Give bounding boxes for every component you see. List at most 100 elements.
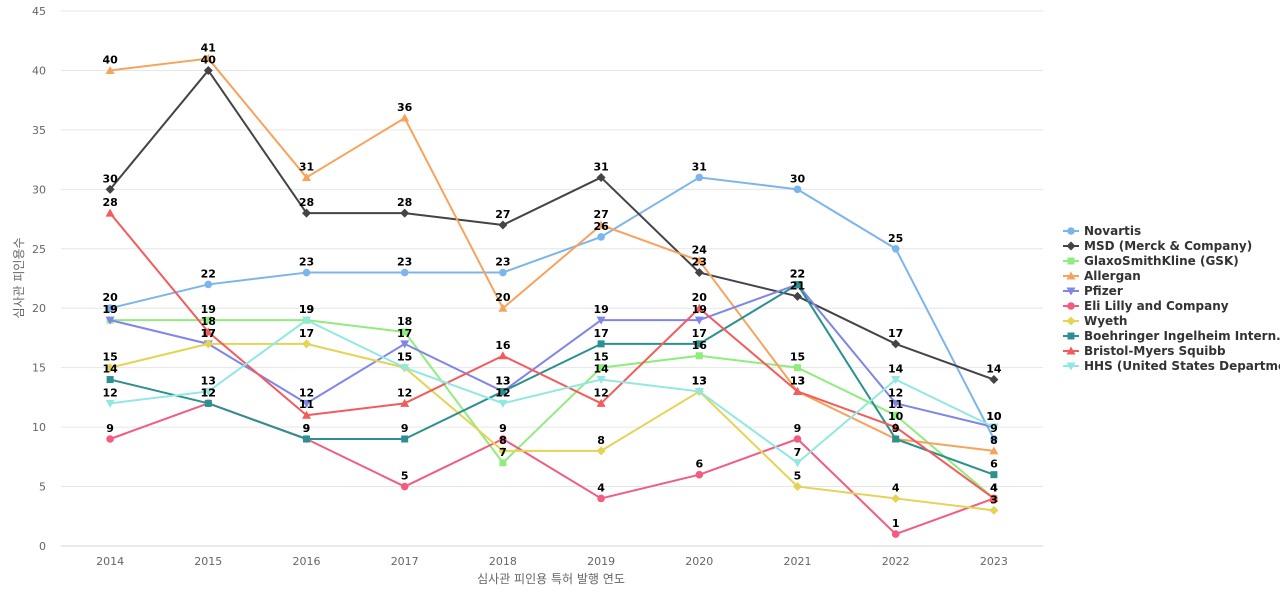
legend-item[interactable]: GlaxoSmithKline (GSK) bbox=[1063, 254, 1239, 268]
legend-item[interactable]: Wyeth bbox=[1063, 314, 1127, 328]
data-label: 36 bbox=[397, 101, 413, 114]
gridlines bbox=[61, 10, 1043, 547]
data-label: 12 bbox=[299, 386, 314, 399]
data-label: 15 bbox=[397, 351, 412, 364]
data-label: 9 bbox=[892, 422, 900, 435]
data-label: 40 bbox=[102, 53, 118, 66]
series-line bbox=[109, 342, 995, 512]
data-label: 21 bbox=[790, 279, 805, 292]
legend-item[interactable]: Boehringer Ingelheim Intern... bbox=[1063, 329, 1280, 343]
legend-label: Novartis bbox=[1084, 224, 1141, 238]
legend-label: Pfizer bbox=[1084, 284, 1123, 298]
data-point bbox=[204, 280, 213, 289]
x-tick-label: 2021 bbox=[784, 555, 812, 568]
data-label: 14 bbox=[888, 363, 904, 376]
legend-label: Boehringer Ingelheim Intern... bbox=[1084, 329, 1280, 343]
data-point bbox=[596, 220, 606, 229]
data-point bbox=[989, 505, 999, 515]
data-label: 8 bbox=[990, 434, 998, 447]
series-line bbox=[109, 212, 995, 500]
data-point bbox=[302, 316, 311, 325]
x-tick-label: 2018 bbox=[489, 555, 517, 568]
data-point bbox=[891, 399, 901, 408]
data-point bbox=[694, 256, 704, 265]
data-point bbox=[891, 530, 900, 538]
data-point bbox=[203, 65, 213, 75]
data-label: 10 bbox=[986, 410, 1002, 423]
data-point bbox=[498, 220, 508, 230]
y-tick-label: 35 bbox=[32, 124, 46, 137]
data-label: 17 bbox=[201, 327, 216, 340]
data-label: 6 bbox=[695, 458, 703, 471]
legend-label: Eli Lilly and Company bbox=[1084, 299, 1229, 313]
data-label: 27 bbox=[495, 208, 510, 221]
y-tick-label: 10 bbox=[32, 421, 46, 434]
data-label: 12 bbox=[593, 386, 608, 399]
data-point bbox=[891, 422, 901, 431]
data-label: 9 bbox=[401, 422, 409, 435]
data-label: 25 bbox=[888, 232, 903, 245]
legend-item[interactable]: Eli Lilly and Company bbox=[1063, 299, 1229, 313]
legend-item[interactable]: MSD (Merck & Company) bbox=[1063, 239, 1252, 253]
data-label: 4 bbox=[597, 481, 605, 494]
series-line bbox=[109, 57, 995, 452]
data-label: 11 bbox=[299, 398, 314, 411]
legend-item[interactable]: Pfizer bbox=[1063, 284, 1123, 298]
data-point bbox=[891, 493, 901, 503]
data-point bbox=[990, 471, 998, 479]
data-point bbox=[302, 399, 311, 408]
legend-label: HHS (United States Departme... bbox=[1084, 359, 1280, 373]
data-point bbox=[597, 340, 605, 348]
legend-item[interactable]: Allergan bbox=[1063, 269, 1141, 283]
data-point bbox=[793, 435, 802, 443]
data-point bbox=[989, 375, 999, 385]
data-point bbox=[302, 339, 311, 349]
data-label: 22 bbox=[201, 267, 216, 280]
data-label: 8 bbox=[499, 434, 507, 447]
data-point bbox=[793, 459, 802, 468]
data-label: 1 bbox=[892, 517, 900, 530]
data-label: 19 bbox=[102, 303, 117, 316]
legend-label: Bristol-Myers Squibb bbox=[1084, 344, 1226, 358]
data-label: 5 bbox=[401, 470, 409, 483]
y-tick-label: 45 bbox=[32, 5, 46, 18]
data-label: 17 bbox=[299, 327, 314, 340]
data-label: 23 bbox=[692, 256, 707, 269]
x-tick-label: 2014 bbox=[96, 555, 124, 568]
data-label: 16 bbox=[495, 339, 511, 352]
data-label: 19 bbox=[692, 303, 707, 316]
data-label: 30 bbox=[790, 172, 806, 185]
data-label: 7 bbox=[499, 446, 507, 459]
data-label: 18 bbox=[397, 315, 412, 328]
data-label: 20 bbox=[692, 291, 708, 304]
data-label: 5 bbox=[794, 470, 802, 483]
data-label: 41 bbox=[201, 42, 216, 55]
data-label: 13 bbox=[790, 374, 805, 387]
data-label: 22 bbox=[790, 267, 805, 280]
legend-item[interactable]: HHS (United States Departme... bbox=[1063, 359, 1280, 373]
data-label: 23 bbox=[299, 256, 314, 269]
data-label: 19 bbox=[102, 303, 117, 316]
data-point bbox=[694, 303, 704, 312]
legend-item[interactable]: Bristol-Myers Squibb bbox=[1063, 344, 1226, 358]
data-point bbox=[303, 435, 310, 443]
data-point bbox=[891, 244, 900, 253]
data-point bbox=[498, 399, 508, 408]
data-label: 14 bbox=[593, 363, 609, 376]
series-5 bbox=[105, 280, 999, 432]
data-label: 17 bbox=[888, 327, 903, 340]
data-point bbox=[400, 482, 409, 491]
data-label: 31 bbox=[692, 160, 707, 173]
data-point bbox=[892, 435, 900, 443]
data-point bbox=[989, 423, 999, 432]
legend-item[interactable]: Novartis bbox=[1063, 224, 1141, 238]
data-label: 12 bbox=[201, 386, 216, 399]
data-label: 9 bbox=[106, 422, 114, 435]
data-label: 19 bbox=[201, 303, 216, 316]
data-label: 9 bbox=[990, 422, 998, 435]
data-point bbox=[498, 446, 508, 456]
data-label: 20 bbox=[495, 291, 511, 304]
x-tick-label: 2017 bbox=[391, 555, 419, 568]
data-label: 16 bbox=[692, 339, 708, 352]
